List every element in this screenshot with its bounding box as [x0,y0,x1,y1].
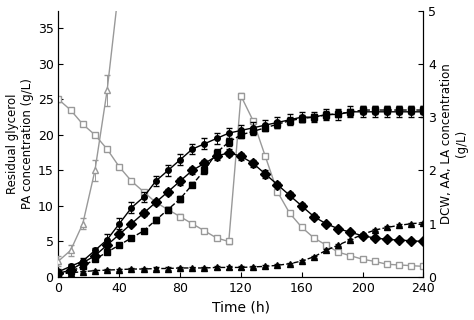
X-axis label: Time (h): Time (h) [212,300,270,315]
Y-axis label: DCW, AA, LA concentration
(g/L): DCW, AA, LA concentration (g/L) [440,63,468,224]
Y-axis label: Residual glycerol
PA concentration (g/L): Residual glycerol PA concentration (g/L) [6,78,34,209]
